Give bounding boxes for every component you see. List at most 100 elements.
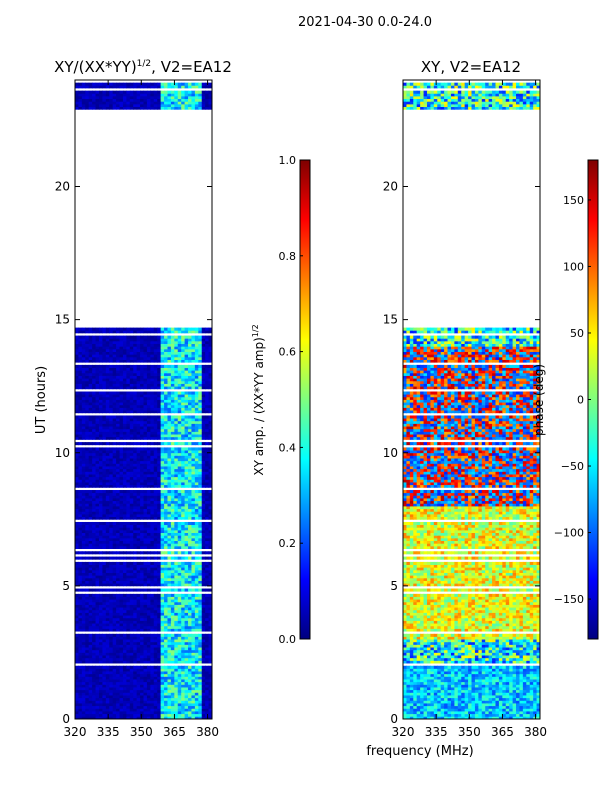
amp-cell	[205, 569, 210, 573]
amp-cell	[126, 492, 131, 496]
amp-cell	[150, 359, 155, 363]
amp-cell	[92, 700, 97, 704]
amp-cell	[181, 394, 186, 398]
amp-cell	[157, 681, 162, 685]
amp-cell	[102, 410, 107, 414]
amp-cell	[98, 564, 103, 568]
amp-cell	[122, 407, 127, 411]
amp-cell	[102, 572, 107, 576]
amp-cell	[78, 498, 83, 502]
amp-cell	[88, 713, 93, 717]
amp-cell	[181, 641, 186, 645]
amp-cell	[102, 684, 107, 688]
amp-cell	[160, 676, 165, 680]
amp-cell	[194, 479, 199, 483]
amp-cell	[170, 418, 175, 422]
amp-cell	[136, 705, 141, 709]
amp-cell	[191, 394, 196, 398]
amp-cell	[194, 468, 199, 472]
amp-cell	[201, 615, 206, 619]
amp-cell	[98, 471, 103, 475]
amp-cell	[122, 516, 127, 520]
amp-cell	[105, 657, 110, 661]
amp-cell	[112, 580, 117, 584]
amp-cell	[146, 407, 151, 411]
amp-cell	[112, 617, 117, 621]
amp-cell	[194, 380, 199, 384]
amp-cell	[201, 367, 206, 371]
amp-cell	[102, 561, 107, 565]
amp-cell	[146, 404, 151, 408]
amp-cell	[174, 700, 179, 704]
amp-cell	[136, 404, 141, 408]
amp-cell	[88, 375, 93, 379]
amp-cell	[122, 482, 127, 486]
amp-cell	[146, 705, 151, 709]
amp-cell	[140, 463, 145, 467]
amp-cell	[208, 359, 212, 363]
amp-cell	[88, 687, 93, 691]
amp-cell	[126, 351, 131, 355]
amp-cell	[194, 556, 199, 560]
amp-cell	[88, 543, 93, 547]
amp-cell	[174, 450, 179, 454]
amp-cell	[177, 716, 182, 719]
amp-cell	[126, 617, 131, 621]
amp-cell	[109, 476, 114, 480]
amp-cell	[81, 687, 86, 691]
amp-cell	[109, 516, 114, 520]
amp-cell	[201, 482, 206, 486]
amp-cell	[85, 665, 90, 669]
amp-cell	[98, 482, 103, 486]
amp-cell	[126, 572, 131, 576]
amp-cell	[112, 399, 117, 403]
amp-cell	[81, 692, 86, 696]
amp-cell	[78, 500, 83, 504]
amp-cell	[208, 407, 212, 411]
amp-cell	[109, 700, 114, 704]
amp-cell	[129, 516, 134, 520]
amp-cell	[112, 599, 117, 603]
amp-cell	[157, 378, 162, 382]
amp-cell	[140, 455, 145, 459]
amp-cell	[119, 681, 124, 685]
amp-cell	[122, 394, 127, 398]
amp-cell	[92, 420, 97, 424]
amp-cell	[78, 404, 83, 408]
amp-cell	[129, 394, 134, 398]
amp-cell	[105, 593, 110, 597]
amp-cell	[129, 460, 134, 464]
amp-cell	[126, 394, 131, 398]
amp-cell	[119, 452, 124, 456]
amp-cell	[133, 476, 138, 480]
amp-cell	[88, 609, 93, 613]
amp-cell	[105, 508, 110, 512]
amp-cell	[184, 394, 189, 398]
amp-cell	[194, 697, 199, 701]
amp-cell	[184, 713, 189, 717]
amp-cell	[188, 513, 193, 518]
amp-cell	[205, 516, 210, 520]
amp-cell	[188, 625, 193, 629]
amp-cell	[188, 476, 193, 480]
amp-cell	[198, 567, 203, 571]
amp-cell	[95, 588, 100, 592]
amp-cell	[208, 498, 212, 502]
amp-cell	[208, 468, 212, 472]
amp-cell	[75, 687, 80, 691]
amp-cell	[208, 375, 212, 379]
amp-cell	[75, 572, 80, 576]
amp-cell	[98, 617, 103, 621]
amp-cell	[136, 524, 141, 528]
amp-cell	[78, 359, 83, 363]
amp-cell	[95, 466, 100, 470]
amp-cell	[116, 703, 121, 707]
amp-cell	[85, 700, 90, 704]
amp-cell	[133, 529, 138, 534]
amp-cell	[208, 402, 212, 406]
amp-cell	[143, 660, 148, 664]
amp-cell	[78, 711, 83, 715]
amp-cell	[92, 708, 97, 712]
amp-cell	[143, 423, 148, 427]
amp-cell	[95, 500, 100, 504]
